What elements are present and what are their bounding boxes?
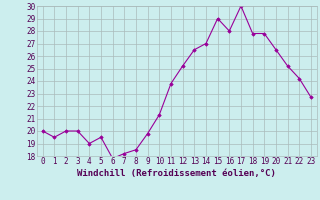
X-axis label: Windchill (Refroidissement éolien,°C): Windchill (Refroidissement éolien,°C) [77, 169, 276, 178]
